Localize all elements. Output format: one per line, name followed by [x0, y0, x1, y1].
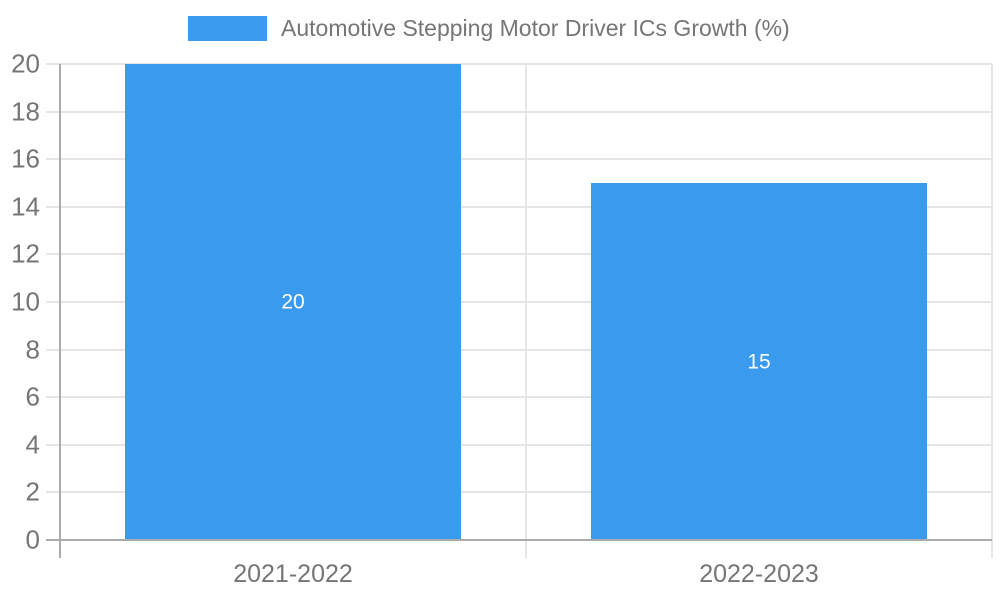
- gridline-x: [525, 64, 527, 558]
- y-tick-label: 12: [11, 238, 40, 269]
- gridline-y: [46, 205, 992, 208]
- gridline-y: [46, 301, 992, 303]
- x-axis-baseline: [46, 539, 992, 541]
- legend-swatch: [188, 16, 267, 41]
- gridline-y: [46, 443, 992, 446]
- y-tick-label: 8: [25, 334, 40, 365]
- y-tick-label: 0: [25, 524, 40, 555]
- gridline-y: [46, 348, 992, 351]
- x-tick-label: 2022-2023: [699, 560, 819, 588]
- bar-value-label: 20: [281, 290, 305, 314]
- y-tick-label: 16: [11, 143, 40, 174]
- y-axis-line: [59, 64, 61, 558]
- y-tick-label: 18: [11, 96, 40, 127]
- gridline-y: [46, 63, 992, 65]
- gridline-y: [46, 491, 992, 494]
- gridline-y: [46, 396, 992, 399]
- y-tick-label: 4: [25, 429, 40, 460]
- gridline-y: [46, 253, 992, 256]
- bar: [124, 64, 462, 540]
- bar-value-label: 15: [747, 350, 771, 373]
- legend-label: Automotive Stepping Motor Driver ICs Gro…: [281, 15, 790, 41]
- y-tick-label: 20: [11, 48, 40, 79]
- gridline-y: [46, 110, 992, 113]
- y-tick-label: 10: [11, 286, 40, 317]
- y-tick-label: 6: [25, 381, 40, 412]
- gridline-y: [46, 158, 992, 161]
- x-tick-label: 2021-2022: [233, 560, 353, 588]
- y-tick-label: 14: [11, 191, 40, 222]
- gridline-x: [991, 64, 993, 558]
- bar: [590, 183, 928, 540]
- y-tick-label: 2: [25, 476, 40, 507]
- legend: Automotive Stepping Motor Driver ICs Gro…: [188, 15, 790, 42]
